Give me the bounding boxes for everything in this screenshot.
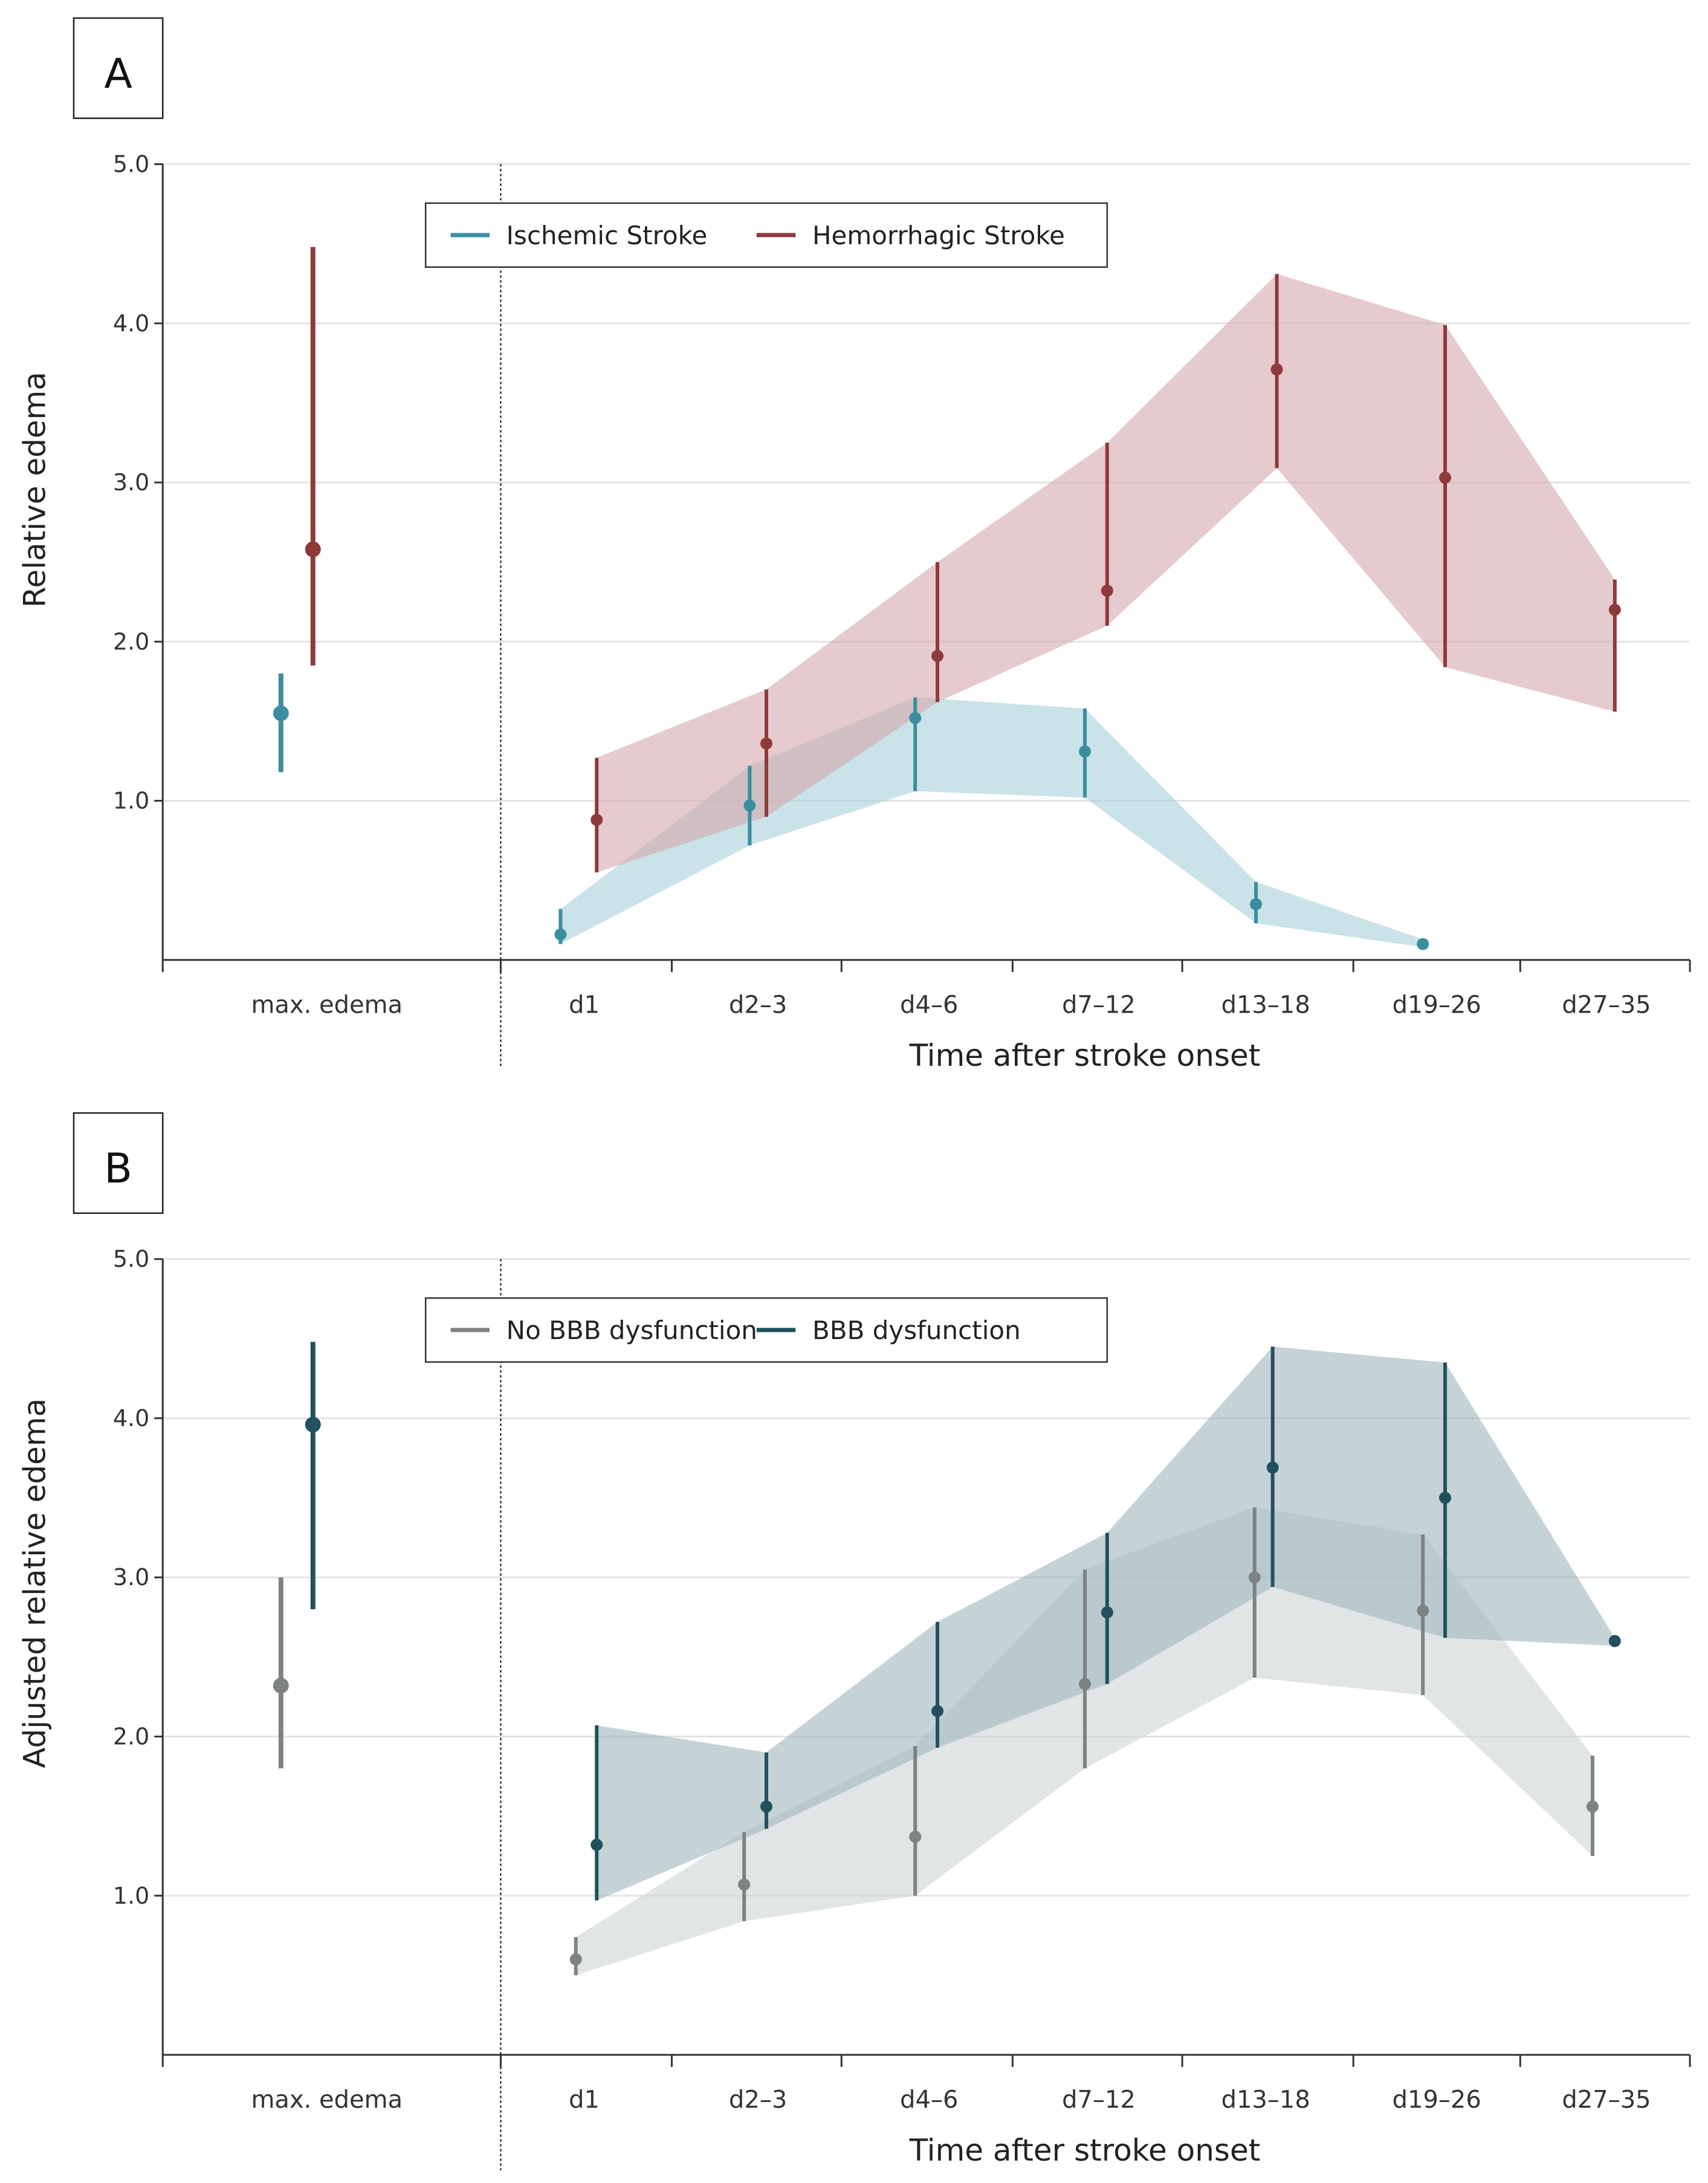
x-tick-label: d4–6 bbox=[900, 2086, 958, 2114]
x-tick-label: d27–35 bbox=[1562, 991, 1651, 1019]
y-axis-title: Relative edema bbox=[17, 372, 52, 608]
legend-label: Hemorrhagic Stroke bbox=[812, 221, 1065, 250]
x-tick-label: d7–12 bbox=[1062, 2086, 1136, 2114]
data-point bbox=[1586, 1800, 1599, 1813]
data-point bbox=[1270, 363, 1283, 376]
data-point bbox=[743, 799, 756, 812]
x-tick-label: d2–3 bbox=[729, 991, 787, 1019]
y-tick-label: 4.0 bbox=[113, 310, 149, 337]
data-point bbox=[1101, 1606, 1113, 1619]
data-point bbox=[760, 1800, 773, 1813]
legend-box bbox=[424, 202, 1108, 268]
data-point bbox=[1417, 938, 1429, 950]
x-tick-label: d1 bbox=[569, 2086, 600, 2114]
y-tick-label: 5.0 bbox=[113, 1246, 149, 1273]
x-tick-label: d19–26 bbox=[1393, 991, 1481, 1019]
data-point bbox=[569, 1953, 582, 1966]
data-point bbox=[909, 1831, 922, 1843]
data-point bbox=[1101, 585, 1113, 597]
data-point bbox=[1266, 1461, 1279, 1474]
y-tick-label: 2.0 bbox=[113, 628, 149, 655]
data-point bbox=[909, 712, 922, 724]
legend-label: BBB dysfunction bbox=[812, 1315, 1021, 1345]
x-tick-label: d27–35 bbox=[1562, 2086, 1651, 2114]
legend-label: No BBB dysfunction bbox=[506, 1315, 757, 1345]
y-tick-label: 1.0 bbox=[113, 788, 149, 814]
x-tick-label: d19–26 bbox=[1393, 2086, 1481, 2114]
data-point bbox=[931, 650, 944, 663]
data-point bbox=[305, 1416, 321, 1433]
x-tick-label: d1 bbox=[569, 991, 600, 1019]
y-axis-title: Adjusted relative edema bbox=[17, 1398, 52, 1768]
x-tick-label: d4–6 bbox=[900, 991, 958, 1019]
panel-label: B bbox=[104, 1145, 132, 1193]
data-point bbox=[1079, 745, 1092, 758]
x-tick-label: d13–18 bbox=[1221, 991, 1310, 1019]
y-tick-label: 5.0 bbox=[113, 151, 149, 178]
panel-label: A bbox=[104, 50, 132, 98]
data-point bbox=[273, 1678, 289, 1694]
x-tick-label: d2–3 bbox=[729, 2086, 787, 2114]
data-point bbox=[273, 705, 289, 721]
x-tick-label: max. edema bbox=[251, 2086, 403, 2114]
panel-b: B 1.0 2.0 3.0 4.0 5.0 max. edema d1 d2–3 d4–6 d7–1… bbox=[17, 1112, 1691, 2171]
data-point bbox=[1608, 1635, 1621, 1647]
data-point bbox=[590, 1838, 603, 1851]
panel-a: A 1.0 2.0 3.0 4.0 5.0 max. edema d1 d2–3 d4–6 d7–1… bbox=[17, 17, 1691, 1073]
data-point bbox=[590, 814, 603, 826]
x-tick-label: max. edema bbox=[251, 991, 403, 1019]
data-point bbox=[1439, 1491, 1452, 1504]
y-tick-label: 1.0 bbox=[113, 1883, 149, 1909]
data-point bbox=[931, 1705, 944, 1718]
data-point bbox=[1250, 898, 1263, 910]
legend-label: Ischemic Stroke bbox=[506, 221, 708, 250]
y-tick-label: 4.0 bbox=[113, 1405, 149, 1432]
data-point bbox=[738, 1878, 751, 1891]
panel-label-box bbox=[73, 1112, 164, 1214]
data-point bbox=[1608, 603, 1621, 616]
x-tick-label: d7–12 bbox=[1062, 991, 1136, 1019]
data-point bbox=[554, 928, 567, 941]
panel-label-box bbox=[73, 17, 164, 119]
y-tick-label: 3.0 bbox=[113, 469, 149, 496]
y-tick-label: 3.0 bbox=[113, 1564, 149, 1591]
x-axis-title: Time after stroke onset bbox=[909, 2133, 1261, 2168]
data-point bbox=[1248, 1571, 1261, 1584]
data-point bbox=[1417, 1604, 1429, 1617]
data-point bbox=[1079, 1678, 1092, 1690]
x-axis-title: Time after stroke onset bbox=[909, 1038, 1261, 1073]
data-point bbox=[305, 541, 321, 557]
data-point bbox=[1439, 472, 1452, 484]
x-tick-label: d13–18 bbox=[1221, 2086, 1310, 2114]
y-tick-label: 2.0 bbox=[113, 1723, 149, 1750]
data-point bbox=[760, 737, 773, 750]
